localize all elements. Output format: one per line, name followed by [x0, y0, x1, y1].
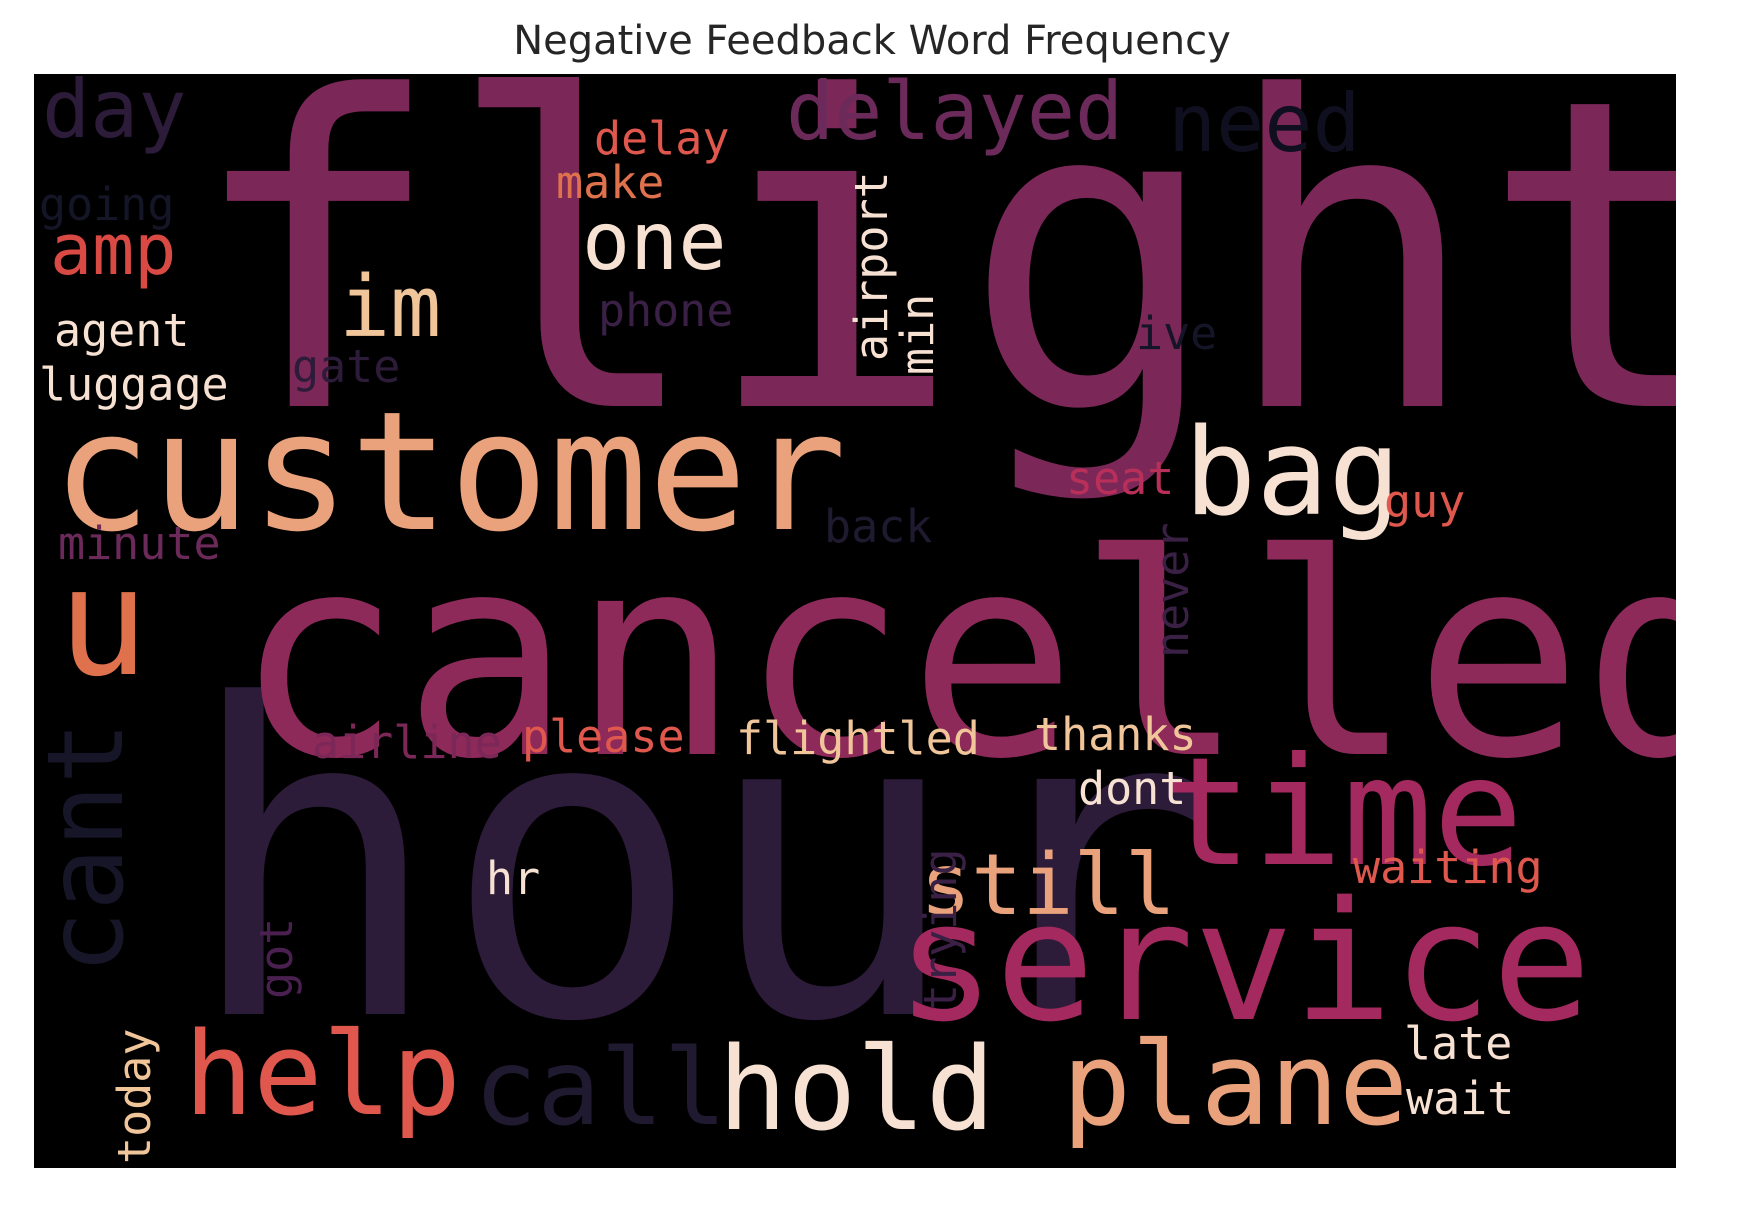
word-airport: airport — [845, 171, 898, 361]
word-got: got — [250, 918, 303, 999]
word-gate: gate — [292, 340, 400, 393]
word-im: im — [339, 258, 441, 357]
word-one: one — [582, 195, 727, 288]
word-cant: cant — [34, 721, 147, 974]
word-airline: airline — [312, 716, 502, 769]
word-luggage: luggage — [39, 358, 229, 411]
word-call: call — [474, 1027, 727, 1149]
word-min: min — [891, 294, 944, 375]
word-help: help — [184, 1008, 461, 1142]
word-agent: agent — [54, 304, 189, 357]
word-amp: amp — [50, 209, 176, 291]
word-customer: customer — [52, 376, 847, 568]
word-flight: flight — [186, 74, 1676, 508]
word-bag: bag — [1184, 404, 1401, 543]
word-make: make — [556, 156, 664, 209]
word-day: day — [42, 74, 187, 156]
word-need: need — [1168, 77, 1361, 170]
page-title: Negative Feedback Word Frequency — [513, 18, 1231, 64]
word-dont: dont — [1078, 762, 1186, 815]
word-back: back — [824, 500, 932, 553]
word-hr: hr — [486, 852, 540, 905]
word-plane: plane — [1062, 1018, 1408, 1152]
word-ive: ive — [1136, 307, 1217, 360]
word-guy: guy — [1384, 475, 1465, 528]
word-late: late — [1404, 1017, 1512, 1070]
word-wait: wait — [1406, 1072, 1514, 1125]
word-minute: minute — [58, 517, 221, 570]
word-waiting: waiting — [1353, 841, 1543, 894]
word-never: never — [1146, 523, 1199, 658]
word-today: today — [108, 1029, 161, 1164]
word-trying: trying — [914, 848, 967, 1011]
word-please: please — [522, 710, 685, 763]
word-time: time — [1162, 726, 1523, 900]
word-flightled: flightled — [736, 712, 980, 765]
word-phone: phone — [598, 284, 733, 337]
word-cancelled: cancelled — [234, 495, 1676, 821]
word-hold: hold — [718, 1023, 995, 1157]
word-delay: delay — [594, 112, 729, 165]
word-u: u — [58, 536, 148, 710]
word-delayed: delayed — [786, 74, 1123, 158]
word-going: going — [39, 178, 174, 231]
word-seat: seat — [1066, 452, 1174, 505]
word-still: still — [920, 836, 1176, 935]
word-service: service — [896, 866, 1591, 1058]
word-cloud: flight hour cancelled customer service time ba… — [34, 74, 1676, 1168]
word-thanks: thanks — [1034, 708, 1197, 761]
word-hour: hour — [184, 616, 1220, 1116]
